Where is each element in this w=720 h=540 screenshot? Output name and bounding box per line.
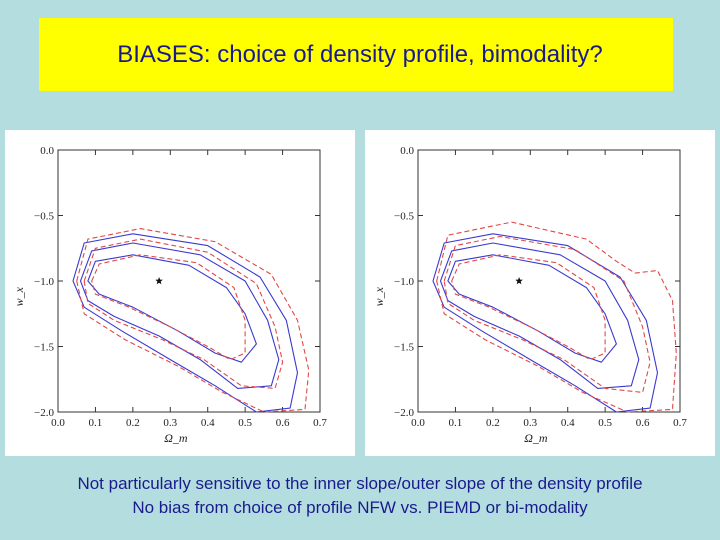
caption-line-2: No bias from choice of profile NFW vs. P… (132, 498, 588, 517)
title-box: BIASES: choice of density profile, bimod… (39, 18, 673, 91)
y-tick-label: −1.5 (34, 342, 54, 354)
solid-contour (87, 254, 257, 363)
x-tick-label: 0.5 (238, 417, 252, 429)
contour-plot-svg-left: 0.0 0.1 0.2 0.3 0.4 0.5 0.6 0.7 0.0 −0.5 −1.0 −1.5 −… (12, 145, 327, 445)
y-tick-label: −0.5 (34, 211, 54, 223)
caption-line-1: Not particularly sensitive to the inner … (77, 474, 643, 493)
solid-contour (439, 242, 640, 389)
x-tick-label: 0.0 (411, 417, 425, 429)
solid-contour (432, 233, 659, 413)
y-tick-label: −1.0 (34, 276, 54, 288)
x-axis-label: Ω_m (524, 431, 548, 445)
x-tick-label: 0.4 (561, 417, 575, 429)
x-tick-label: 0.5 (598, 417, 612, 429)
y-tick-label: −1.5 (394, 342, 414, 354)
x-tick-label: 0.3 (163, 417, 177, 429)
solid-contour (447, 254, 617, 363)
x-tick-label: 0.6 (636, 417, 650, 429)
x-tick-label: 0.2 (126, 417, 140, 429)
x-tick-label: 0.4 (201, 417, 215, 429)
solid-contour (72, 233, 299, 413)
x-tick-label: 0.7 (313, 417, 327, 429)
fiducial-star-marker (515, 277, 523, 285)
x-tick-label: 0.7 (673, 417, 687, 429)
slide-title: BIASES: choice of density profile, bimod… (117, 40, 603, 68)
x-tick-label: 0.3 (523, 417, 537, 429)
dashed-contour (91, 254, 246, 361)
y-axis-label: w_x (372, 286, 386, 306)
contour-plot-left: 0.0 0.1 0.2 0.3 0.4 0.5 0.6 0.7 0.0 −0.5 −1.0 −1.5 −… (5, 130, 355, 456)
y-tick-label: −1.0 (394, 276, 414, 288)
x-tick-label: 0.1 (449, 417, 463, 429)
fiducial-star-marker (155, 277, 163, 285)
x-tick-label: 0.0 (51, 417, 65, 429)
x-tick-label: 0.1 (89, 417, 103, 429)
y-tick-label: 0.0 (400, 145, 414, 157)
contour-plot-svg-right: 0.0 0.1 0.2 0.3 0.4 0.5 0.6 0.7 0.0 −0.5 −1.0 −1.5 −… (372, 145, 687, 445)
dashed-contour (436, 221, 677, 413)
x-tick-label: 0.2 (486, 417, 500, 429)
y-tick-label: −2.0 (394, 407, 414, 419)
x-tick-label: 0.6 (276, 417, 290, 429)
dashed-contour (83, 238, 284, 389)
solid-contour (79, 242, 280, 389)
dashed-contour (451, 254, 606, 361)
contour-plot-right: 0.0 0.1 0.2 0.3 0.4 0.5 0.6 0.7 0.0 −0.5 −1.0 −1.5 −… (365, 130, 715, 456)
y-axis-label: w_x (12, 286, 26, 306)
y-tick-label: −0.5 (394, 211, 414, 223)
dashed-contour (76, 228, 310, 413)
y-tick-label: 0.0 (40, 145, 54, 157)
y-tick-label: −2.0 (34, 407, 54, 419)
x-axis-label: Ω_m (164, 431, 188, 445)
